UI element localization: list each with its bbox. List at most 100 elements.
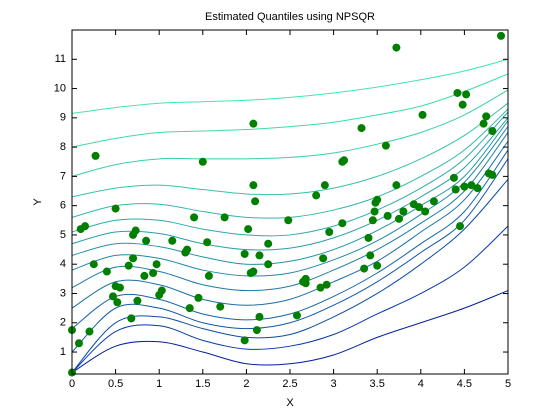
data-point [482,112,491,121]
quantile-curve [71,117,509,251]
data-point [381,141,390,150]
data-point [102,267,111,276]
data-point [421,207,430,216]
data-point [244,225,253,234]
data-point [142,236,151,245]
quantile-curve [71,73,509,148]
x-tick-label: 0 [69,378,75,390]
data-point [320,181,329,190]
data-point [373,195,382,204]
data-point [183,245,192,254]
x-tick-label: 3.5 [370,378,385,390]
data-point [429,197,438,206]
data-point [81,222,90,231]
x-tick-label: 0.5 [108,378,123,390]
data-point [113,298,122,307]
data-point [220,213,229,222]
y-tick-label: 4 [60,258,66,270]
data-point [185,304,194,313]
data-point [383,211,392,220]
data-point [140,271,149,280]
data-point [488,170,497,179]
y-tick-label: 10 [54,82,66,94]
data-point [399,207,408,216]
data-point [319,254,328,263]
data-point [264,260,273,269]
x-tick-label: 4 [418,378,424,390]
data-point [127,314,136,323]
data-point [108,292,117,301]
data-point [301,274,310,283]
data-point [249,119,258,128]
quantile-curve [71,120,509,265]
x-tick-label: 3 [331,378,337,390]
quantile-curve [71,89,509,177]
data-point [204,271,213,280]
data-point [129,254,138,263]
data-point [395,214,403,223]
quantile-curve [71,290,509,373]
data-point [249,181,258,190]
data-point [368,216,377,225]
data-point [91,151,100,160]
data-point [322,280,331,289]
data-point [292,311,301,320]
data-point [340,156,349,165]
x-tick-label: 1.5 [195,378,210,390]
x-tick-label: 5 [505,378,511,390]
data-point [312,191,321,200]
data-point [249,267,258,276]
data-point [418,110,427,119]
quantile-curve [71,111,509,237]
data-point [251,197,260,206]
data-point [264,239,273,248]
data-point [255,312,264,321]
data-point [453,88,462,97]
y-tick-label: 2 [60,317,66,329]
data-point [497,31,506,40]
data-point [456,222,465,231]
quantile-curve [71,102,509,198]
data-point [203,238,212,247]
data-point [449,173,458,182]
data-point [198,157,207,166]
data-point [392,43,401,52]
data-point [366,251,375,260]
x-axis-label: X [286,397,294,409]
data-point [392,181,401,190]
x-tick-label: 4.5 [457,378,472,390]
quantile-curve [71,225,509,373]
data-point [364,233,373,242]
y-tick-label: 8 [60,141,66,153]
data-point [373,261,382,270]
data-point [85,327,94,336]
data-point [370,207,379,216]
y-axis-label: Y [32,198,44,206]
data-point [240,249,249,258]
data-point [338,219,347,228]
data-point [458,100,467,109]
y-tick-label: 6 [60,200,66,212]
y-tick-label: 5 [60,229,66,241]
y-tick-label: 11 [55,53,66,65]
quantile-curve [71,126,509,277]
data-point [473,184,482,193]
data-point [190,213,199,222]
y-tick-label: 3 [60,287,66,299]
data-point [240,336,249,345]
y-tick-label: 1 [60,346,66,358]
data-point [357,124,366,133]
data-point [124,261,133,270]
data-point [462,90,471,99]
data-point [316,283,325,292]
data-point [360,264,369,273]
data-point [133,296,142,305]
data-point [460,182,469,191]
data-point [194,293,203,302]
data-point [284,216,293,225]
chart-title: Estimated Quantiles using NPSQR [205,11,375,23]
data-point [479,119,488,128]
data-point [415,203,424,212]
